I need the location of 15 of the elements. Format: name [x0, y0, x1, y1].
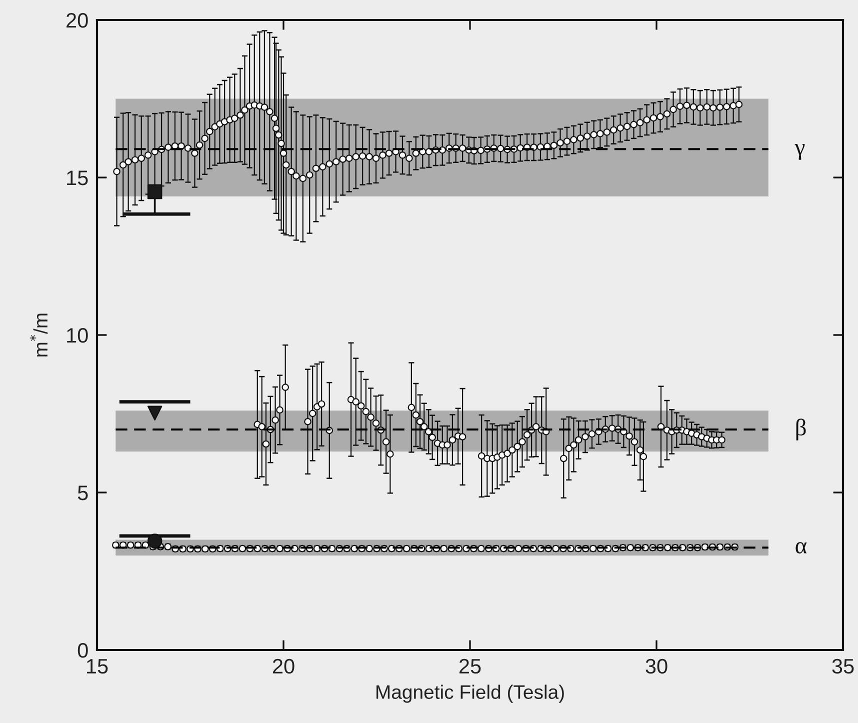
x-tick-label: 25 — [459, 658, 481, 674]
y-axis-title: m$^{*}$/m — [30, 314, 48, 356]
y-tick-label: 20 — [66, 13, 88, 28]
x-tick-label: 15 — [87, 659, 108, 674]
y-tick-label: 15 — [67, 170, 88, 186]
y-tick-label: 0 — [78, 643, 88, 658]
series-label: γ — [794, 144, 805, 160]
series-label: α — [796, 542, 807, 554]
x-tick-label: 35 — [832, 658, 854, 674]
series-label: β — [796, 418, 806, 440]
x-tick-label: 30 — [646, 658, 668, 674]
y-tick-label: 10 — [67, 328, 88, 343]
y-tick-label: 5 — [78, 486, 88, 500]
x-axis-title: Magnetic Field (Tesla) — [376, 684, 564, 703]
x-tick-label: 20 — [272, 658, 294, 674]
